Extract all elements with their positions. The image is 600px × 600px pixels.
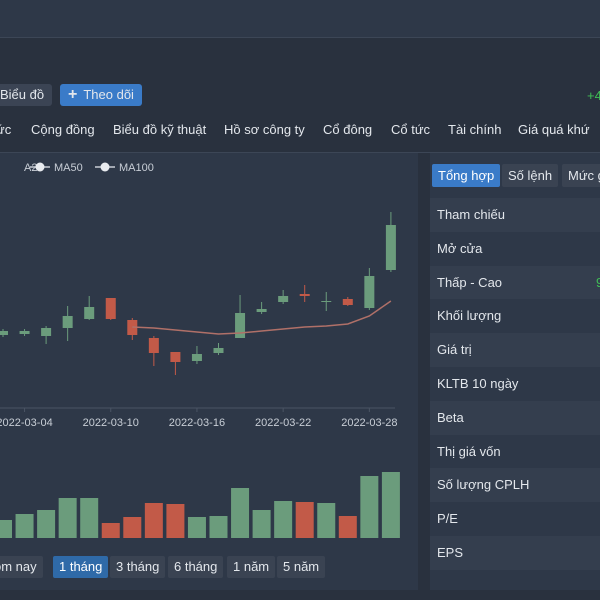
candle-body — [385, 225, 396, 270]
tab[interactable]: ức — [0, 122, 12, 137]
candle-body — [41, 328, 52, 336]
info-row: Thị giá vốn — [430, 434, 600, 469]
tab[interactable]: Cổ đông — [323, 122, 373, 137]
row-label: EPS — [437, 545, 464, 560]
candle-body — [364, 276, 375, 308]
volume-bar — [252, 510, 271, 538]
volume-bar — [295, 502, 314, 538]
volume-bar — [360, 476, 379, 538]
legend-label: MA50 — [54, 162, 83, 174]
volume-bar — [15, 514, 34, 538]
panel-tab[interactable]: Số lệnh — [502, 164, 559, 187]
volume-bar — [317, 503, 336, 538]
follow-button[interactable]: + Theo dõi — [60, 84, 142, 106]
chart-button[interactable]: Biểu đồ — [0, 84, 53, 106]
info-row: KLTB 10 ngày — [430, 367, 600, 401]
volume-bar — [274, 501, 293, 538]
volume-bar — [37, 510, 56, 538]
volume-bar — [381, 472, 400, 538]
divider — [0, 152, 600, 153]
candle-body — [105, 298, 116, 319]
tab[interactable]: Cộng đồng — [31, 122, 95, 137]
range-button[interactable]: 1 năm — [227, 556, 276, 578]
price-change: +4 — [587, 88, 600, 103]
candle-body — [19, 331, 30, 334]
volume-bar — [166, 504, 185, 538]
info-row: P/E — [430, 502, 600, 537]
candle-body — [278, 296, 289, 302]
x-tick-label: 2022-03-22 — [255, 417, 311, 429]
candle-body — [213, 348, 224, 353]
x-tick-label: 2022-03-28 — [341, 417, 397, 429]
candle-body — [235, 313, 246, 338]
volume-bar — [58, 498, 77, 538]
range-button[interactable]: 1 tháng — [53, 556, 109, 578]
range-button[interactable]: ôm nay — [0, 556, 43, 578]
tab[interactable]: Biểu đồ kỹ thuật — [113, 122, 207, 137]
volume-bar — [123, 517, 142, 538]
candle-body — [0, 331, 8, 335]
row-label: KLTB 10 ngày — [437, 376, 519, 391]
row-label: P/E — [437, 511, 458, 527]
volume-bar — [101, 523, 120, 538]
legend-label: MA100 — [119, 162, 154, 174]
volume-bar — [231, 488, 250, 538]
x-tick-label: 2022-03-04 — [0, 417, 53, 429]
ma-line — [132, 300, 392, 335]
volume-bar — [0, 520, 12, 538]
tab[interactable]: Tài chính — [448, 122, 502, 137]
row-label: Giá trị — [437, 342, 472, 358]
candle-body — [299, 294, 310, 296]
candle-body — [170, 352, 181, 362]
candle-body — [256, 309, 267, 312]
row-label: Beta — [437, 409, 464, 425]
candle-body — [148, 338, 159, 353]
legend-dot — [100, 162, 110, 172]
tab[interactable]: Hồ sơ công ty — [224, 122, 305, 137]
candle-body — [62, 316, 73, 328]
plus-icon: + — [68, 86, 78, 103]
row-label: Thấp - Cao — [437, 274, 503, 290]
candle-body — [84, 307, 95, 319]
tab[interactable]: Cổ tức — [391, 122, 431, 137]
volume-bar — [80, 498, 99, 538]
range-button[interactable]: 3 tháng — [110, 556, 166, 578]
row-value: 9 — [596, 274, 600, 290]
volume-bar — [144, 503, 163, 538]
row-label: Khối lượng — [437, 308, 502, 324]
volume-bar — [338, 516, 357, 538]
info-row: Khối lượng — [430, 299, 600, 334]
row-label: Thị giá vốn — [437, 443, 501, 459]
info-row: Tham chiếu — [430, 198, 600, 232]
follow-label: Theo dõi — [83, 87, 134, 102]
row-label: Mở cửa — [437, 240, 483, 256]
tab[interactable]: Giá quá khứ — [518, 122, 590, 137]
panel-tab[interactable]: Tổng hợp — [432, 164, 501, 187]
info-row: Beta — [430, 400, 600, 435]
candle-body — [191, 354, 202, 361]
candle-body — [342, 299, 353, 305]
row-label: Tham chiếu — [437, 207, 505, 222]
info-row: EPS — [430, 536, 600, 570]
row-label: Số lượng CPLH — [437, 477, 530, 493]
volume-bar — [209, 516, 228, 538]
top-bar — [0, 0, 600, 38]
info-row: Mở cửa — [430, 231, 600, 266]
volume-bar — [187, 517, 206, 538]
info-row: Số lượng CPLH — [430, 468, 600, 503]
range-button[interactable]: 6 tháng — [168, 556, 224, 578]
info-row: Giá trị — [430, 333, 600, 368]
range-button[interactable]: 5 năm — [277, 556, 326, 578]
legend-dot — [35, 162, 45, 172]
x-tick-label: 2022-03-16 — [169, 417, 225, 429]
panel-tab[interactable]: Mức g — [562, 164, 600, 187]
candle-body — [321, 301, 332, 302]
x-tick-label: 2022-03-10 — [83, 417, 139, 429]
info-row: Thấp - Cao 9 — [430, 265, 600, 300]
